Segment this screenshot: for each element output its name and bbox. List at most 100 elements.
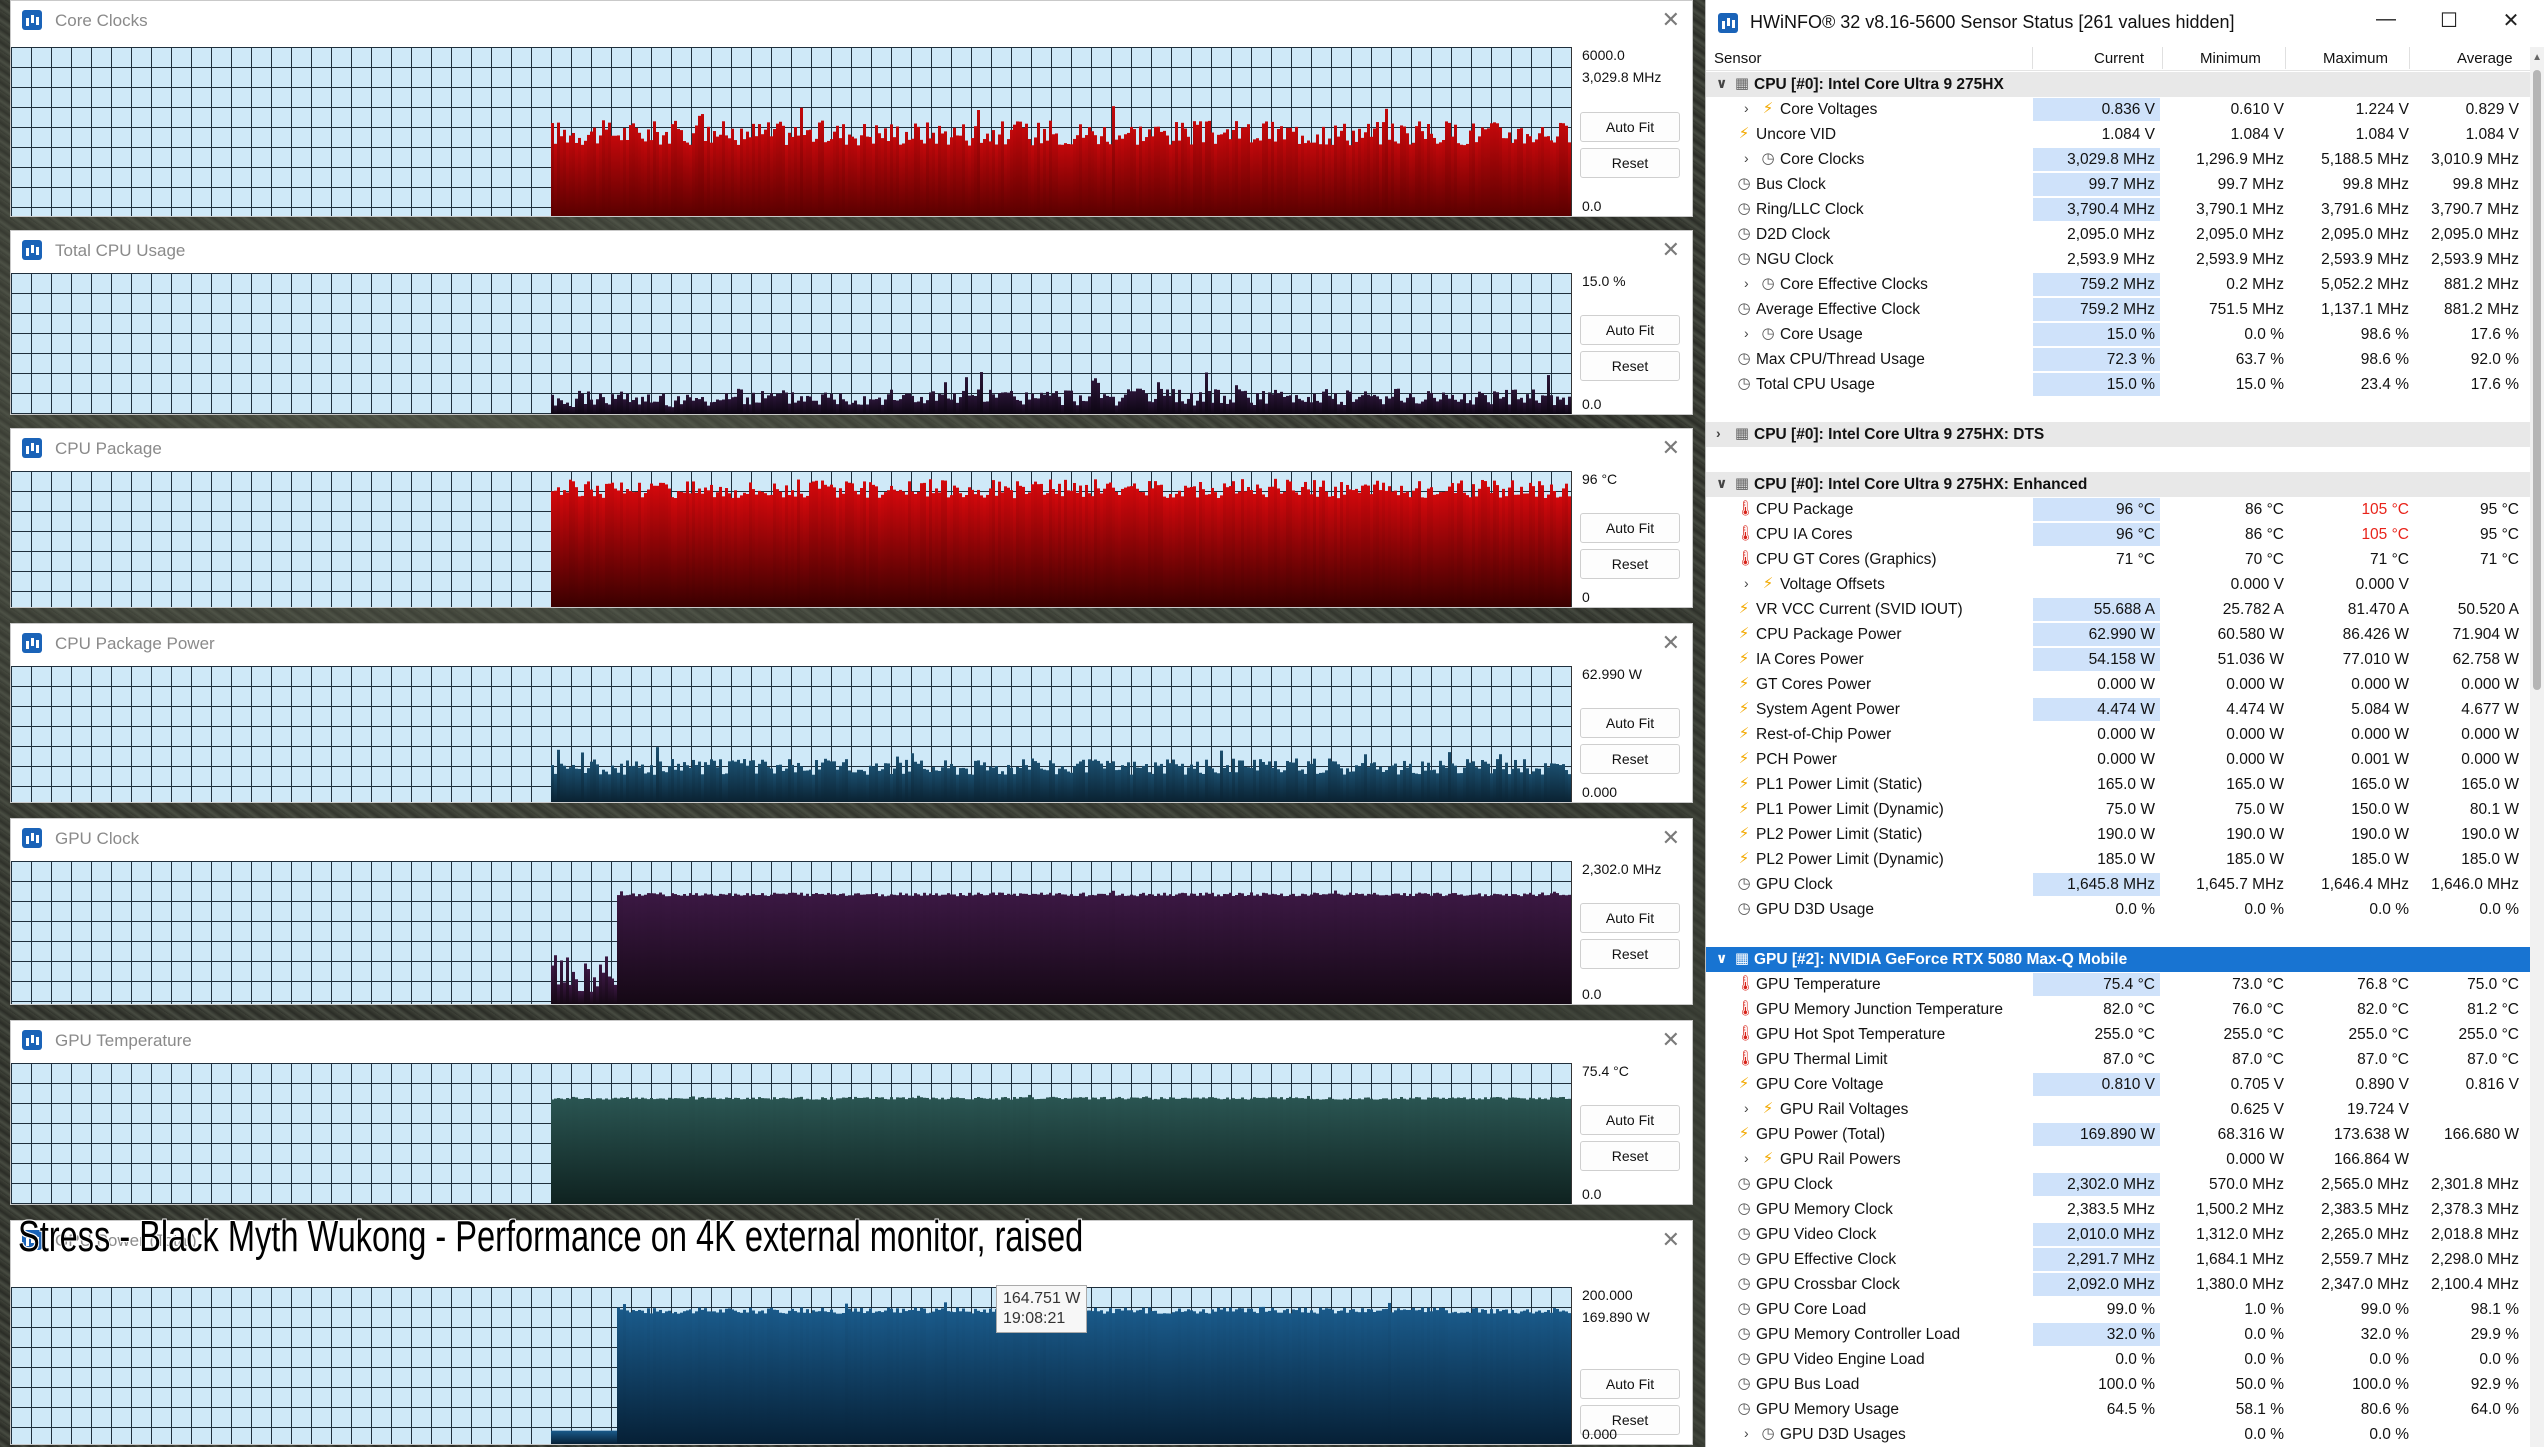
sensor-row[interactable]: ◷ GPU Memory Clock 2,383.5 MHz 1,500.2 M… [1706,1197,2544,1222]
auto-fit-button[interactable]: Auto Fit [1580,903,1680,933]
expand-toggle-icon[interactable]: › [1716,425,1721,441]
expand-toggle-icon[interactable]: ∨ [1716,950,1728,966]
column-header-maximum[interactable]: Maximum [2323,50,2389,67]
sensor-row[interactable]: 🌡 GPU Temperature 75.4 °C 73.0 °C 76.8 °… [1706,972,2544,997]
sensor-row[interactable]: ◷ Bus Clock 99.7 MHz 99.7 MHz 99.8 MHz 9… [1706,172,2544,197]
sensor-row[interactable]: ◷ GPU Core Load 99.0 % 1.0 % 99.0 % 98.1… [1706,1297,2544,1322]
sensor-row[interactable]: ◷ GPU Video Engine Load 0.0 % 0.0 % 0.0 … [1706,1347,2544,1372]
sensor-row[interactable]: 🌡 GPU Hot Spot Temperature 255.0 °C 255.… [1706,1022,2544,1047]
sensor-row[interactable]: ◷ NGU Clock 2,593.9 MHz 2,593.9 MHz 2,59… [1706,247,2544,272]
auto-fit-button[interactable]: Auto Fit [1580,708,1680,738]
close-icon[interactable]: ✕ [1661,630,1680,655]
graph-window[interactable]: GPU Clock ✕ 2,302.0 MHz Auto Fit Reset 0… [10,818,1693,1005]
sensor-row[interactable]: ⚡ System Agent Power 4.474 W 4.474 W 5.0… [1706,697,2544,722]
close-button[interactable]: ✕ [2502,10,2520,32]
sensor-row[interactable]: › ⚡ Core Voltages 0.836 V 0.610 V 1.224 … [1706,97,2544,122]
sensor-row[interactable]: ⚡ VR VCC Current (SVID IOUT) 55.688 A 25… [1706,597,2544,622]
sensor-group-row[interactable]: › ▦ CPU [#0]: Intel Core Ultra 9 275HX: … [1706,422,2544,447]
graph-window[interactable]: GPU Temperature ✕ 75.4 °C Auto Fit Reset… [10,1020,1693,1205]
auto-fit-button[interactable]: Auto Fit [1580,1369,1680,1399]
reset-button[interactable]: Reset [1580,1141,1680,1171]
maximize-button[interactable]: ☐ [2440,10,2458,32]
sensor-row[interactable]: ◷ GPU Bus Load 100.0 % 50.0 % 100.0 % 92… [1706,1372,2544,1397]
expand-toggle-icon[interactable]: ∨ [1716,75,1728,91]
column-header-minimum[interactable]: Minimum [2200,50,2261,67]
sensor-group-row[interactable]: ∨ ▦ GPU [#2]: NVIDIA GeForce RTX 5080 Ma… [1706,947,2544,972]
reset-button[interactable]: Reset [1580,744,1680,774]
sensor-row[interactable]: ⚡ GPU Power (Total) 169.890 W 68.316 W 1… [1706,1122,2544,1147]
sensor-row[interactable]: 🌡 CPU GT Cores (Graphics) 71 °C 70 °C 71… [1706,547,2544,572]
reset-button[interactable]: Reset [1580,1405,1680,1435]
chevron-right-icon[interactable]: › [1744,325,1749,341]
graph-plot-area[interactable] [11,47,1572,216]
sensor-group-row[interactable]: ∨ ▦ CPU [#0]: Intel Core Ultra 9 275HX: … [1706,472,2544,497]
sensor-row[interactable]: 🌡 CPU IA Cores 96 °C 86 °C 105 °C 95 °C [1706,522,2544,547]
sensor-row[interactable]: ◷ GPU Memory Controller Load 32.0 % 0.0 … [1706,1322,2544,1347]
sensor-row[interactable]: ⚡ PL2 Power Limit (Dynamic) 185.0 W 185.… [1706,847,2544,872]
sensor-row[interactable]: ⚡ PL1 Power Limit (Static) 165.0 W 165.0… [1706,772,2544,797]
graph-plot-area[interactable] [11,273,1572,414]
close-icon[interactable]: ✕ [1661,1227,1680,1252]
sensor-row[interactable]: › ⚡ Voltage Offsets 0.000 V 0.000 V [1706,572,2544,597]
graph-plot-area[interactable] [11,861,1572,1004]
reset-button[interactable]: Reset [1580,351,1680,381]
sensor-row[interactable]: 🌡 GPU Thermal Limit 87.0 °C 87.0 °C 87.0… [1706,1047,2544,1072]
sensor-row[interactable]: ◷ D2D Clock 2,095.0 MHz 2,095.0 MHz 2,09… [1706,222,2544,247]
graph-window[interactable]: GPU Power (Total) ✕ 200.000 169.890 W Au… [10,1220,1693,1445]
sensor-window-titlebar[interactable]: HWiNFO® 32 v8.16-5600 Sensor Status [261… [1706,0,2544,46]
chevron-right-icon[interactable]: › [1744,275,1749,291]
sensor-row[interactable]: ⚡ IA Cores Power 54.158 W 51.036 W 77.01… [1706,647,2544,672]
chevron-right-icon[interactable]: › [1744,150,1749,166]
column-header-current[interactable]: Current [2094,50,2145,67]
graph-plot-area[interactable] [11,471,1572,607]
graph-plot-area[interactable] [11,666,1572,802]
sensor-row[interactable]: ⚡ GPU Core Voltage 0.810 V 0.705 V 0.890… [1706,1072,2544,1097]
sensor-row[interactable]: ◷ Ring/LLC Clock 3,790.4 MHz 3,790.1 MHz… [1706,197,2544,222]
close-icon[interactable]: ✕ [1661,435,1680,460]
sensor-row[interactable]: ◷ Average Effective Clock 759.2 MHz 751.… [1706,297,2544,322]
sensor-row[interactable]: 🌡 CPU Package 96 °C 86 °C 105 °C 95 °C [1706,497,2544,522]
auto-fit-button[interactable]: Auto Fit [1580,112,1680,142]
close-icon[interactable]: ✕ [1661,7,1680,32]
reset-button[interactable]: Reset [1580,939,1680,969]
graph-plot-area[interactable] [11,1063,1572,1204]
graph-titlebar[interactable]: CPU Package ✕ [11,429,1692,467]
sensor-row[interactable]: ⚡ CPU Package Power 62.990 W 60.580 W 86… [1706,622,2544,647]
chevron-right-icon[interactable]: › [1744,100,1749,116]
auto-fit-button[interactable]: Auto Fit [1580,315,1680,345]
chevron-right-icon[interactable]: › [1744,1425,1749,1441]
sensor-row[interactable]: ⚡ Rest-of-Chip Power 0.000 W 0.000 W 0.0… [1706,722,2544,747]
sensor-row[interactable]: ⚡ Uncore VID 1.084 V 1.084 V 1.084 V 1.0… [1706,122,2544,147]
scroll-up-arrow-icon[interactable]: ▲ [2532,52,2542,63]
sensor-row[interactable]: › ◷ Core Effective Clocks 759.2 MHz 0.2 … [1706,272,2544,297]
close-icon[interactable]: ✕ [1661,237,1680,262]
sensor-row[interactable]: ⚡ GT Cores Power 0.000 W 0.000 W 0.000 W… [1706,672,2544,697]
reset-button[interactable]: Reset [1580,549,1680,579]
sensor-row[interactable]: ⚡ PL1 Power Limit (Dynamic) 75.0 W 75.0 … [1706,797,2544,822]
expand-toggle-icon[interactable]: ∨ [1716,475,1728,491]
graph-window[interactable]: CPU Package Power ✕ 62.990 W Auto Fit Re… [10,623,1693,803]
sensor-row[interactable]: ⚡ PL2 Power Limit (Static) 190.0 W 190.0… [1706,822,2544,847]
column-header-average[interactable]: Average [2457,50,2513,67]
sensor-row[interactable]: ◷ Max CPU/Thread Usage 72.3 % 63.7 % 98.… [1706,347,2544,372]
graph-titlebar[interactable]: GPU Clock ✕ [11,819,1692,857]
sensor-row[interactable]: ◷ GPU Clock 1,645.8 MHz 1,645.7 MHz 1,64… [1706,872,2544,897]
sensor-row[interactable]: › ⚡ GPU Rail Powers 0.000 W 166.864 W [1706,1147,2544,1172]
chevron-right-icon[interactable]: › [1744,1100,1749,1116]
sensor-row[interactable]: ◷ GPU Crossbar Clock 2,092.0 MHz 1,380.0… [1706,1272,2544,1297]
sensor-row[interactable]: ◷ GPU D3D Usage 0.0 % 0.0 % 0.0 % 0.0 % [1706,897,2544,922]
minimize-button[interactable]: — [2376,8,2396,30]
graph-titlebar[interactable]: GPU Power (Total) ✕ [11,1221,1692,1259]
chevron-right-icon[interactable]: › [1744,575,1749,591]
auto-fit-button[interactable]: Auto Fit [1580,1105,1680,1135]
graph-titlebar[interactable]: Total CPU Usage ✕ [11,231,1692,269]
sensor-row[interactable]: › ◷ GPU D3D Usages 0.0 % 0.0 % [1706,1422,2544,1447]
column-header-sensor[interactable]: Sensor [1714,50,1762,67]
sensor-row[interactable]: ⚡ PCH Power 0.000 W 0.000 W 0.001 W 0.00… [1706,747,2544,772]
sensor-row[interactable]: ◷ GPU Effective Clock 2,291.7 MHz 1,684.… [1706,1247,2544,1272]
sensor-row[interactable]: › ◷ Core Clocks 3,029.8 MHz 1,296.9 MHz … [1706,147,2544,172]
reset-button[interactable]: Reset [1580,148,1680,178]
graph-titlebar[interactable]: Core Clocks ✕ [11,1,1692,39]
scrollbar-thumb[interactable] [2533,70,2541,690]
sensor-row[interactable]: 🌡 GPU Memory Junction Temperature 82.0 °… [1706,997,2544,1022]
